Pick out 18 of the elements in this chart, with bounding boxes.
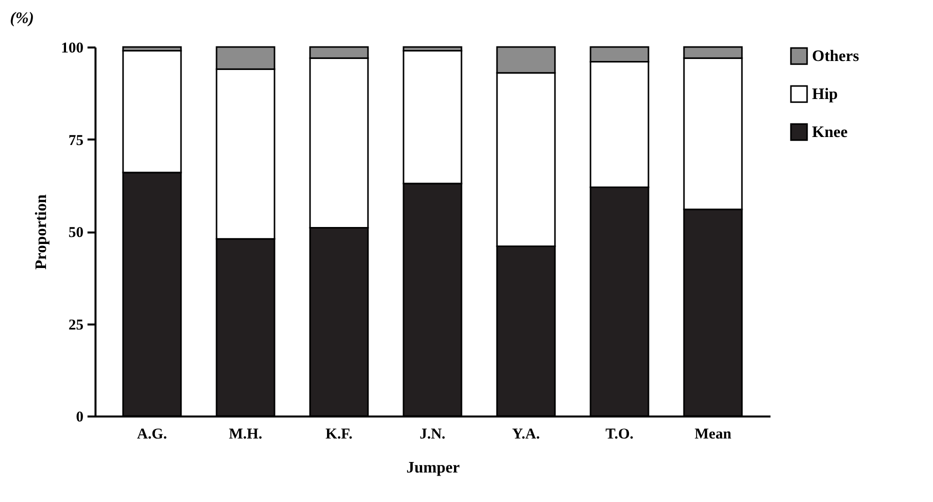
x-tick-label: Mean (694, 426, 732, 442)
y-tick-label: 0 (76, 410, 84, 426)
y-axis-title: Proportion (33, 194, 50, 270)
legend-label: Others (812, 48, 860, 65)
x-axis-title: Jumper (406, 460, 460, 476)
x-tick-label: Y.A. (512, 426, 540, 442)
legend-label: Knee (812, 124, 848, 141)
y-tick-label: 25 (68, 317, 84, 334)
y-tick-label: 50 (68, 225, 84, 241)
x-tick-label: J.N. (420, 426, 446, 442)
text: (%) (10, 10, 34, 27)
x-tick-label: K.F. (326, 426, 353, 442)
x-tick-label: M.H. (228, 426, 262, 442)
x-tick-label: T.O. (605, 426, 634, 442)
x-tick-label: A.G. (137, 426, 168, 442)
y-tick-label: 75 (68, 132, 84, 149)
y-tick-label: 100 (61, 40, 84, 56)
legend-label: Hip (812, 86, 838, 103)
